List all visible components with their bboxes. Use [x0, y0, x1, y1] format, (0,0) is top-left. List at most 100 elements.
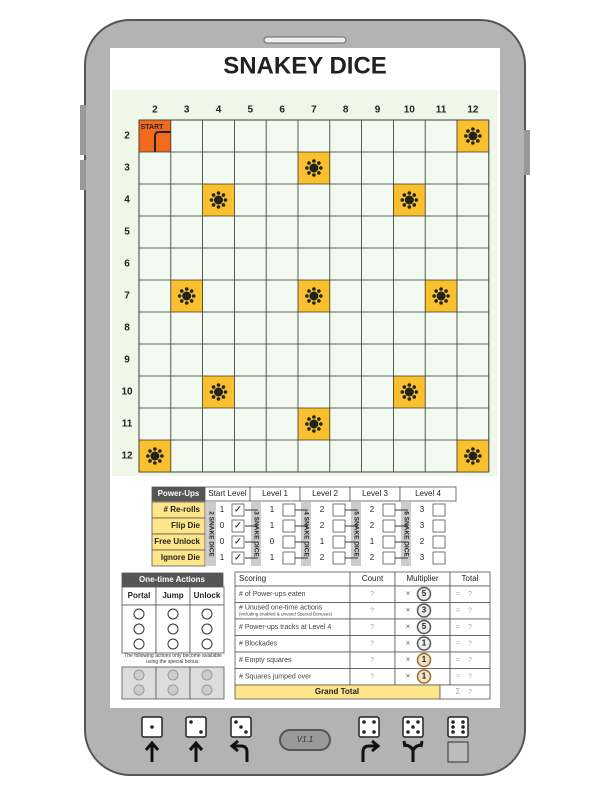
action-slot[interactable]: [167, 623, 179, 635]
level-value: 3: [420, 521, 425, 530]
total: ?: [468, 591, 472, 598]
power-up-icon: [211, 203, 216, 207]
count: ?: [370, 591, 374, 598]
power-up-icon: [412, 203, 417, 207]
pip: [406, 730, 410, 734]
power-up-icon: [407, 397, 412, 401]
score-label: # of Power-ups eaten: [239, 591, 306, 598]
power-up-icon: [471, 141, 475, 145]
power-up-icon: [404, 195, 414, 205]
row-name: Free Unlock: [154, 537, 200, 546]
score-label: # Power-ups tracks at Level 4: [239, 624, 331, 631]
power-up-icon: [468, 451, 478, 461]
table-header: Level 2: [312, 489, 338, 498]
multiplier-badge: [416, 603, 432, 618]
pip: [451, 730, 455, 734]
times: ×: [406, 622, 411, 631]
power-up-icon: [446, 294, 450, 298]
total: ?: [468, 607, 472, 614]
power-up-icon: [309, 291, 319, 301]
action-header: Unlock: [194, 591, 221, 600]
row-name: Flip Die: [171, 521, 200, 530]
score-label: # Empty squares: [239, 657, 292, 664]
power-up-icon: [432, 294, 436, 298]
power-up-icon: [216, 383, 221, 387]
multiplier: 5: [422, 622, 427, 631]
power-up-icon: [216, 397, 221, 401]
checkbox: [282, 519, 296, 533]
power-up-icon: [412, 193, 417, 197]
checkbox: [382, 551, 396, 565]
power-up-icon: [466, 129, 470, 133]
power-up-icon: [439, 287, 443, 291]
level-value: 2: [370, 521, 375, 530]
level-value: 3: [420, 553, 425, 562]
power-up-icon: [400, 198, 405, 202]
action-slot[interactable]: [133, 638, 145, 650]
power-up-icon: [404, 387, 414, 397]
power-up-icon: [160, 454, 164, 458]
power-up-icon: [476, 449, 480, 453]
power-up-icon: [412, 385, 417, 389]
pip: [362, 730, 366, 734]
checkbox: [231, 503, 245, 517]
action-slot[interactable]: [201, 623, 213, 635]
power-up-icon: [471, 447, 475, 451]
pip: [461, 725, 465, 729]
level-value: 1: [370, 537, 375, 546]
column-label: 7: [311, 105, 317, 116]
times: ×: [406, 655, 411, 664]
disabled-button[interactable]: [447, 741, 469, 763]
pip: [372, 720, 376, 724]
checkbox: [332, 535, 346, 549]
action-slot[interactable]: [201, 638, 213, 650]
direction-arrow: [361, 739, 381, 762]
pip: [150, 725, 154, 729]
die-button[interactable]: [358, 716, 380, 738]
power-up-icon: [158, 459, 162, 463]
start-value: 0: [220, 521, 225, 530]
power-up-icon: [182, 291, 192, 301]
grand-value: ?: [468, 689, 472, 696]
power-up-icon: [312, 301, 316, 305]
column-label: 10: [404, 105, 416, 116]
power-up-icon: [307, 299, 311, 303]
side-button: [80, 105, 86, 155]
die-button[interactable]: [447, 716, 469, 738]
power-up-icon: [312, 287, 316, 291]
action-slot[interactable]: [201, 608, 213, 620]
power-up-icon: [464, 454, 468, 458]
power-up-icon: [307, 427, 311, 431]
power-up-icon: [211, 193, 216, 197]
bonus-slot: [167, 669, 179, 681]
power-up-icon: [211, 395, 216, 399]
pip: [199, 730, 203, 734]
level-band: [301, 502, 311, 566]
start-path: [154, 131, 171, 152]
power-up-icon: [476, 459, 480, 463]
row-label: 10: [121, 387, 133, 398]
version: V1.1: [297, 735, 313, 744]
row-name: # Re-rolls: [164, 505, 201, 514]
note-box: The following actions only become availa…: [124, 653, 222, 665]
action-slot[interactable]: [133, 608, 145, 620]
action-header: Jump: [162, 591, 183, 600]
power-up-icon: [319, 422, 323, 426]
side-button: [524, 130, 530, 175]
action-slot[interactable]: [133, 623, 145, 635]
total: ?: [468, 657, 472, 664]
checkbox: [432, 535, 446, 549]
action-slot[interactable]: [167, 608, 179, 620]
power-up-icon: [476, 129, 480, 133]
power-up-icon: [466, 139, 470, 143]
row-label: 6: [124, 259, 130, 270]
power-up-icon: [307, 171, 311, 175]
die-button[interactable]: [185, 716, 207, 738]
power-up-icon: [317, 161, 321, 165]
column-label: 3: [184, 105, 190, 116]
action-slot[interactable]: [167, 638, 179, 650]
power-up-icon: [478, 134, 482, 138]
sum: Σ: [456, 687, 461, 696]
score-header: Scoring: [239, 574, 266, 583]
